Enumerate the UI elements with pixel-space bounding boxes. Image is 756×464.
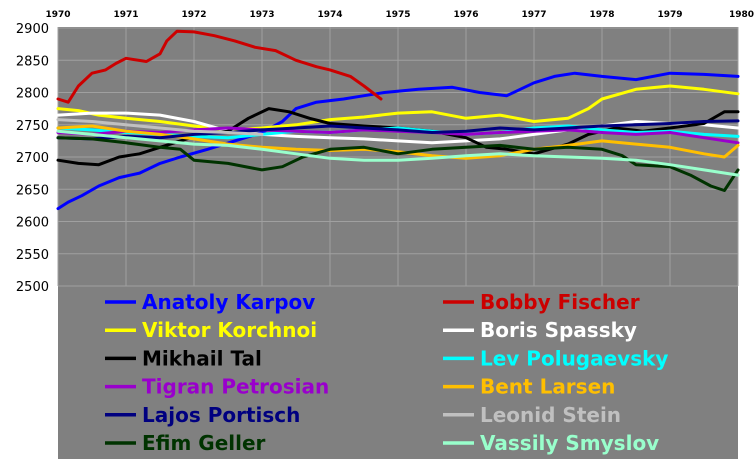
series-lines bbox=[56, 29, 740, 211]
series-line-anatoly-karpov bbox=[56, 71, 740, 211]
x-tick-label: 1973 bbox=[249, 10, 274, 20]
y-tick-label: 2650 bbox=[16, 183, 49, 198]
legend-label-efim-geller: Efim Geller bbox=[142, 431, 266, 455]
legend-label-bobby-fischer: Bobby Fischer bbox=[480, 290, 640, 314]
series-line-lajos-portisch bbox=[56, 119, 740, 141]
y-tick-label: 2600 bbox=[16, 216, 49, 231]
x-axis-ticks: 1970 1971 1972 1973 1974 1975 1976 1977 1978 1979… bbox=[45, 10, 754, 20]
legend-label-boris-spassky: Boris Spassky bbox=[480, 318, 637, 342]
x-tick-label: 1975 bbox=[385, 10, 410, 20]
series-line-mikhail-tal bbox=[56, 107, 740, 167]
x-tick-label: 1972 bbox=[181, 10, 206, 20]
x-tick-label: 1974 bbox=[317, 10, 342, 20]
series-line-vassily-smyslov bbox=[56, 129, 740, 177]
legend-label-vassily-smyslov: Vassily Smyslov bbox=[480, 431, 659, 455]
x-tick-label: 1976 bbox=[453, 10, 478, 20]
y-tick-label: 2700 bbox=[16, 151, 49, 166]
legend-label-lev-polugaevsky: Lev Polugaevsky bbox=[480, 346, 668, 370]
legend-label-bent-larsen: Bent Larsen bbox=[480, 375, 615, 399]
legend-label-anatoly-karpov: Anatoly Karpov bbox=[142, 290, 315, 314]
series-line-leonid-stein bbox=[56, 118, 264, 136]
x-tick-label: 1980 bbox=[729, 10, 754, 20]
series-line-viktor-korchnoi bbox=[56, 84, 740, 132]
y-tick-label: 2550 bbox=[16, 248, 49, 263]
legend-label-tigran-petrosian: Tigran Petrosian bbox=[142, 375, 329, 399]
y-axis-ticks: 2900 2850 2800 2750 2700 2650 2600 2550 2500 bbox=[16, 22, 49, 295]
legend: Anatoly Karpov Bobby Fischer Viktor Korchn… bbox=[105, 290, 668, 455]
legend-label-lajos-portisch: Lajos Portisch bbox=[142, 403, 300, 427]
series-line-bobby-fischer bbox=[56, 29, 383, 104]
x-tick-label: 1971 bbox=[113, 10, 138, 20]
legend-label-leonid-stein: Leonid Stein bbox=[480, 403, 621, 427]
y-tick-label: 2800 bbox=[16, 87, 49, 102]
y-tick-label: 2850 bbox=[16, 54, 49, 69]
series-line-boris-spassky bbox=[56, 111, 740, 145]
y-tick-label: 2750 bbox=[16, 119, 49, 134]
series-line-efim-geller bbox=[56, 136, 740, 192]
y-tick-label: 2900 bbox=[16, 22, 49, 37]
legend-label-mikhail-tal: Mikhail Tal bbox=[142, 346, 262, 370]
x-tick-label: 1977 bbox=[521, 10, 546, 20]
x-tick-label: 1970 bbox=[45, 10, 70, 20]
x-tick-label: 1978 bbox=[589, 10, 614, 20]
y-tick-label: 2500 bbox=[16, 280, 49, 295]
x-tick-label: 1979 bbox=[657, 10, 682, 20]
legend-label-viktor-korchnoi: Viktor Korchnoi bbox=[142, 318, 317, 342]
